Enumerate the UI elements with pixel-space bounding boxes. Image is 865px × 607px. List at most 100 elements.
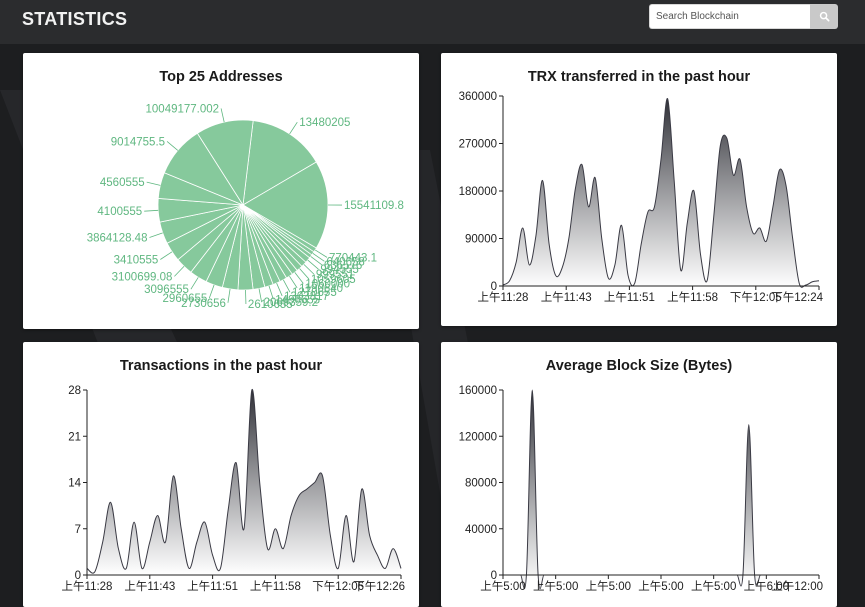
y-tick-label: 80000 xyxy=(465,478,497,490)
block-size-area-chart: 0 40000 80000 120000 160000 上午5:00 上午5:00 上午5:0… xyxy=(459,385,823,593)
top-addresses-card: Top 25 Addresses 13480205 15541109.8 77044… xyxy=(23,53,419,329)
transactions-card: Transactions in the past hour 0 7 14 21 28 上午… xyxy=(23,342,419,607)
x-tick-label: 上午5:00 xyxy=(480,580,525,593)
x-tick-label: 上午5:00 xyxy=(586,580,631,593)
trx-transferred-card: TRX transferred in the past hour 0 90000 1… xyxy=(441,53,837,326)
pie-label-leader xyxy=(160,251,173,260)
pie-slice-label: 2610655 xyxy=(248,299,293,311)
pie-label-leader xyxy=(220,108,225,123)
y-tick-label: 360000 xyxy=(459,91,497,103)
area-line xyxy=(502,98,820,288)
x-tick-label: 下午12:06 xyxy=(312,580,364,593)
area-line xyxy=(86,389,402,574)
pie-slice-label: 640658 xyxy=(326,256,364,268)
pie-label-leader xyxy=(307,259,319,270)
pie-labels: 13480205 15541109.8 770443.164065863657699… xyxy=(87,103,404,311)
pie-label-leader xyxy=(289,275,298,289)
pie-label-leader xyxy=(303,264,315,275)
x-tick-label: 下午12:24 xyxy=(771,291,823,304)
pie-label-leader xyxy=(276,282,283,297)
pie-slice-label: 10049177.002 xyxy=(146,103,220,115)
top-addresses-pie-chart: 13480205 15541109.8 770443.164065863657699… xyxy=(87,103,404,311)
x-tick-label: 上午11:58 xyxy=(250,580,301,593)
pie-label-leader xyxy=(314,249,328,258)
pie-slice[interactable] xyxy=(242,120,317,206)
y-tick-label: 270000 xyxy=(459,139,497,151)
pie-slice-label: 1490655 xyxy=(275,294,320,306)
x-tick-label: 上午11:28 xyxy=(478,291,529,304)
pie-label-leader xyxy=(144,209,159,212)
y-tick-label: 40000 xyxy=(465,524,497,536)
area-fill xyxy=(87,389,401,575)
search-input[interactable] xyxy=(649,4,810,29)
pie-slice-label: 2730656 xyxy=(181,298,226,310)
y-tick-label: 160000 xyxy=(459,385,497,397)
pie-slice-label: 13480205 xyxy=(299,117,350,129)
x-tick-label: 上午11:43 xyxy=(124,580,175,593)
search-button[interactable] xyxy=(810,4,838,29)
pie-slice-label: 3410555 xyxy=(114,254,159,266)
pie-slice-label: 994555 xyxy=(320,264,358,276)
area-fill xyxy=(503,98,819,288)
y-tick-label: 120000 xyxy=(459,431,497,443)
pie-slice-label: 3096555 xyxy=(144,284,189,296)
pie-slice-label: 1270655 xyxy=(292,287,337,299)
chart-title: Transactions in the past hour xyxy=(119,358,323,374)
pie-label-leader xyxy=(289,121,298,135)
x-tick-label: 下午12:26 xyxy=(353,580,405,593)
pie-slice-label: 2069359.2 xyxy=(264,297,318,309)
y-tick-label: 28 xyxy=(68,385,81,397)
trx-transferred-area-chart: 0 90000 180000 270000 360000 上午11:28 上午11:43 上午… xyxy=(459,91,824,304)
pie-slice-label: 1059605 xyxy=(311,274,356,286)
pie-label-leader xyxy=(166,141,179,151)
pie-slice-label: 4100555 xyxy=(97,206,142,218)
x-tick-label: 上午12:00 xyxy=(771,580,823,593)
x-tick-label: 上午11:28 xyxy=(62,580,113,593)
x-tick-label: 上午5:00 xyxy=(638,580,683,593)
chart-title: Top 25 Addresses xyxy=(159,69,283,85)
y-tick-label: 0 xyxy=(491,281,497,293)
page-title: STATISTICS xyxy=(22,9,128,29)
pie-label-leader xyxy=(312,253,325,262)
pie-label-leader xyxy=(227,288,231,303)
block-size-card: Average Block Size (Bytes) 0 40000 80000 12… xyxy=(441,342,837,607)
chart-title: Average Block Size (Bytes) xyxy=(545,358,733,374)
pie-slice-label: 15541109.8 xyxy=(344,200,404,212)
pie-label-leader xyxy=(268,285,274,300)
x-tick-label: 上午6:00 xyxy=(744,580,789,593)
pie-slice-label: 1190640 xyxy=(299,283,343,295)
pie-slice-label: 3864128.48 xyxy=(87,233,148,245)
search-bar xyxy=(649,4,838,29)
area-fill xyxy=(503,390,819,589)
transactions-area-chart: 0 7 14 21 28 上午11:28 上午11:43 上午11:51 上午11:58 下午12… xyxy=(62,385,405,593)
x-tick-label: 上午11:43 xyxy=(541,291,592,304)
pie-slice-label: 770443.1 xyxy=(329,252,377,264)
pie-slice-label: 999551 xyxy=(316,269,354,281)
y-tick-label: 7 xyxy=(75,524,81,536)
y-tick-label: 0 xyxy=(491,570,497,582)
pie-label-leader xyxy=(149,232,163,238)
pie-label-leader xyxy=(190,277,199,290)
pie-label-leader xyxy=(146,181,161,186)
x-tick-label: 上午5:00 xyxy=(533,580,578,593)
pie-label-leader xyxy=(294,272,304,284)
pie-label-leader xyxy=(299,268,310,280)
x-tick-label: 下午12:05 xyxy=(730,291,782,304)
x-tick-label: 上午11:51 xyxy=(187,580,238,593)
y-tick-label: 180000 xyxy=(459,186,497,198)
x-tick-label: 上午5:00 xyxy=(691,580,736,593)
pie-slice-label: 2960655 xyxy=(163,293,208,305)
top-navbar: STATISTICS xyxy=(0,0,865,44)
x-tick-label: 上午11:58 xyxy=(667,291,718,304)
y-tick-label: 21 xyxy=(68,431,81,443)
y-tick-label: 0 xyxy=(75,570,81,582)
search-icon xyxy=(819,11,829,22)
pie-label-leader xyxy=(208,284,215,299)
pie-slice-label: 1303817 xyxy=(284,291,329,303)
chart-title: TRX transferred in the past hour xyxy=(527,69,751,85)
area-line xyxy=(503,389,819,590)
y-tick-label: 14 xyxy=(68,478,81,490)
pie-slice-label: 3100699.08 xyxy=(112,271,173,283)
pie-slice-label: 1060000 xyxy=(305,279,350,291)
pie-label-leader xyxy=(282,279,291,293)
